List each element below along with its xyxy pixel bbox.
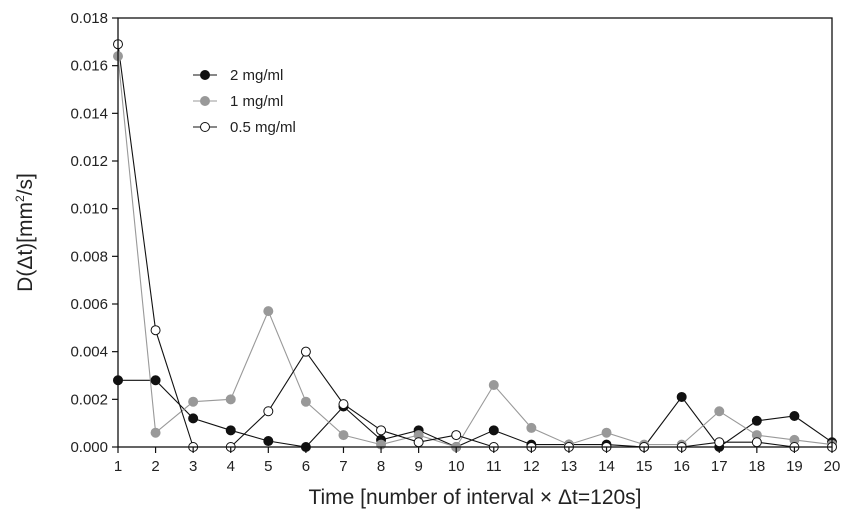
series-line-2mg: [118, 379, 833, 448]
x-axis-title: Time [number of interval × Δt=120s]: [308, 486, 641, 509]
data-point-2mg: [789, 411, 800, 422]
x-tick-label: 9: [414, 458, 422, 475]
legend-entry-05mg: 0.5 mg/ml: [193, 119, 296, 136]
y-axis-title-superscript: 2: [13, 195, 27, 202]
y-tick-label: 0.010: [70, 201, 108, 218]
data-point-1mg: [338, 430, 349, 441]
x-tick-label: 5: [264, 458, 272, 475]
data-point-2mg: [263, 436, 274, 447]
y-axis-title-main: D(Δt)[mm: [14, 202, 37, 292]
axis-layer: 0.000 0.002 0.004 0.006 0.008 0.010 0.012 0.014…: [70, 10, 840, 475]
legend-label-2mg: 2 mg/ml: [230, 67, 283, 84]
legend-marker-05mg: [200, 122, 210, 132]
x-tick-label: 7: [339, 458, 347, 475]
y-tick-label: 0.004: [70, 344, 108, 361]
y-tick-label: 0.018: [70, 10, 108, 27]
x-tick-label: 1: [114, 458, 122, 475]
legend-label-1mg: 1 mg/ml: [230, 93, 283, 110]
data-point-2mg: [676, 391, 687, 402]
data-point-05mg: [376, 425, 387, 436]
y-tick-label: 0.002: [70, 391, 108, 408]
data-point-1mg: [714, 406, 725, 417]
data-point-2mg: [150, 375, 161, 386]
legend-entry-1mg: 1 mg/ml: [193, 93, 283, 110]
series-line-1mg: [117, 56, 833, 448]
data-point-1mg: [488, 380, 499, 391]
legend-marker-1mg: [200, 96, 210, 106]
x-tick-label: 17: [711, 458, 728, 475]
x-tick-label: 18: [748, 458, 765, 475]
data-point-05mg: [751, 437, 762, 448]
y-tick-label: 0.014: [70, 105, 108, 122]
y-tick-label: 0.016: [70, 58, 108, 75]
data-point-05mg: [413, 437, 424, 448]
y-tick-label: 0.006: [70, 296, 108, 313]
data-point-05mg: [714, 437, 725, 448]
data-point-05mg: [451, 430, 462, 441]
data-point-1mg: [188, 396, 199, 407]
y-tick-label: 0.012: [70, 153, 108, 170]
data-point-05mg: [338, 399, 349, 410]
x-tick-label: 20: [824, 458, 841, 475]
y-tick-label: 0.008: [70, 248, 108, 265]
data-point-05mg: [263, 406, 274, 417]
legend: 2 mg/ml 1 mg/ml 0.5 mg/ml: [193, 67, 296, 136]
data-point-05mg: [150, 325, 161, 336]
data-point-2mg: [188, 413, 199, 424]
series-line-05mg: [117, 44, 832, 448]
x-tick-label: 16: [673, 458, 690, 475]
legend-label-05mg: 0.5 mg/ml: [230, 119, 296, 136]
x-tick-label: 12: [523, 458, 540, 475]
data-point-1mg: [601, 427, 612, 438]
y-axis-title: D(Δt)[mm2/s]: [13, 173, 37, 292]
data-point-1mg: [526, 422, 537, 433]
legend-entry-2mg: 2 mg/ml: [193, 67, 283, 84]
data-point-2mg: [751, 415, 762, 426]
x-tick-label: 13: [561, 458, 578, 475]
y-axis-title-tail: /s]: [14, 173, 37, 195]
data-point-1mg: [225, 394, 236, 405]
y-tick-label: 0.000: [70, 439, 108, 456]
x-tick-label: 6: [302, 458, 310, 475]
x-tick-label: 3: [189, 458, 197, 475]
x-tick-label: 11: [486, 458, 502, 475]
series-layer: [113, 39, 837, 452]
x-tick-label: 8: [377, 458, 385, 475]
x-tick-label: 19: [786, 458, 803, 475]
data-point-1mg: [300, 396, 311, 407]
data-point-2mg: [488, 425, 499, 436]
x-tick-label: 4: [227, 458, 235, 475]
data-point-2mg: [225, 425, 236, 436]
x-tick-label: 15: [636, 458, 653, 475]
legend-marker-2mg: [200, 70, 210, 80]
x-tick-label: 14: [598, 458, 615, 475]
data-point-1mg: [150, 427, 161, 438]
x-tick-label: 10: [448, 458, 465, 475]
x-tick-label: 2: [151, 458, 159, 475]
data-point-1mg: [263, 306, 274, 317]
data-point-05mg: [300, 346, 311, 357]
plot-frame: [117, 17, 833, 448]
